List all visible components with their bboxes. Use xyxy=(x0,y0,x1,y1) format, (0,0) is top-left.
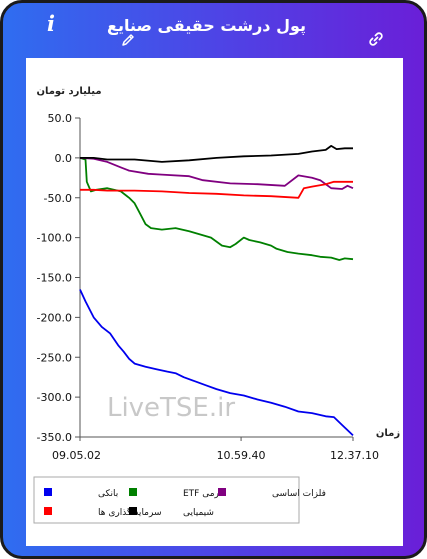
x-axis-title: زمان xyxy=(376,428,400,439)
y-tick-label: 50.0 xyxy=(48,112,73,125)
legend-swatch-shimiyaei xyxy=(129,507,137,515)
x-tick-label: 09.05.02 xyxy=(52,449,101,462)
y-tick-label: -350.0 xyxy=(37,431,72,444)
pencil-icon[interactable] xyxy=(121,33,135,47)
watermark: LiveTSE.ir xyxy=(107,393,235,423)
legend-swatch-banki xyxy=(44,488,52,496)
legend-swatch-felezat xyxy=(218,488,226,496)
legend-label-etf: اهرمی ETF xyxy=(183,489,227,499)
legend-swatch-etf xyxy=(129,488,137,496)
y-axis-title: میلیارد تومان xyxy=(36,86,101,97)
x-tick-label: 12.37.10 xyxy=(330,449,379,462)
series-line-felezat xyxy=(79,157,354,190)
legend-label-felezat: فلزات اساسی xyxy=(272,489,326,499)
x-tick-label: 10.59.40 xyxy=(217,449,266,462)
y-tick-label: -200.0 xyxy=(37,311,72,324)
info-icon[interactable]: i xyxy=(47,11,55,36)
link-icon[interactable] xyxy=(368,31,384,47)
series-line-etf xyxy=(79,157,354,261)
series-line-sarmaye xyxy=(80,180,353,199)
y-tick-label: -50.0 xyxy=(44,192,72,205)
page-title: پول درشت حقیقی صنایع xyxy=(107,16,306,35)
y-tick-label: 0.0 xyxy=(55,152,73,165)
legend-box xyxy=(33,476,300,524)
chart-panel: LiveTSE.ir میلیارد تومان زمان 50.0 0.0 -50.0 -… xyxy=(26,58,403,546)
header-bar: i پول درشت حقیقی صنایع xyxy=(3,3,424,55)
legend-label-shimiyaei: شیمیایی xyxy=(183,508,214,518)
y-tick-label: -100.0 xyxy=(37,232,72,245)
y-tick-label: -300.0 xyxy=(37,391,72,404)
chart-svg: LiveTSE.ir میلیارد تومان زمان 50.0 0.0 -50.0 -… xyxy=(33,86,400,524)
legend-label-banki: بانکی xyxy=(98,489,118,499)
series-line-shimiyaei xyxy=(80,145,353,163)
legend-swatch-sarmaye xyxy=(44,507,52,515)
series-line-banki xyxy=(79,289,354,437)
y-tick-label: -150.0 xyxy=(37,272,72,285)
y-tick-label: -250.0 xyxy=(37,351,72,364)
